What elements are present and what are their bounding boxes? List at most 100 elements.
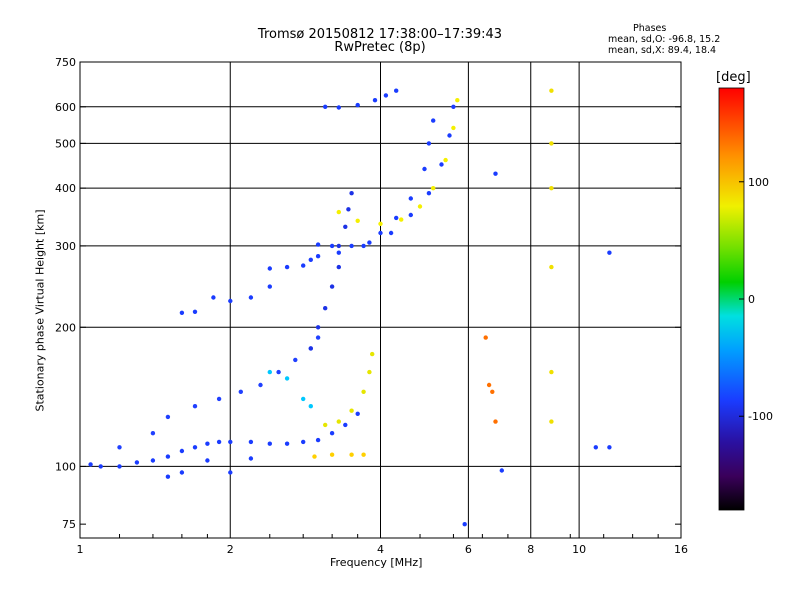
trace-point bbox=[394, 215, 399, 221]
trace-point bbox=[426, 191, 432, 196]
trace-point bbox=[267, 369, 272, 375]
y-tick-label: 75 bbox=[62, 518, 76, 531]
trace-point bbox=[349, 408, 354, 413]
trace-point bbox=[549, 186, 554, 191]
trace-point bbox=[323, 104, 328, 110]
trace-point bbox=[451, 104, 456, 110]
trace-point bbox=[355, 218, 360, 223]
trace-point bbox=[361, 389, 366, 394]
trace-point bbox=[486, 382, 492, 388]
trace-point bbox=[216, 396, 222, 402]
x-axis-label: Frequency [MHz] bbox=[330, 556, 423, 569]
trace-point bbox=[216, 439, 222, 445]
y-tick-label: 750 bbox=[55, 56, 76, 69]
trace-point bbox=[323, 306, 328, 311]
trace-point bbox=[349, 191, 354, 196]
trace-point bbox=[361, 452, 366, 457]
y-tick-label: 400 bbox=[55, 182, 76, 195]
trace-point bbox=[499, 468, 504, 473]
x-tick-label: 10 bbox=[572, 543, 586, 556]
trace-point bbox=[439, 162, 444, 167]
trace-point bbox=[165, 414, 171, 420]
trace-point bbox=[329, 284, 335, 289]
trace-point bbox=[248, 295, 254, 300]
trace-point bbox=[355, 411, 360, 416]
trace-point bbox=[205, 458, 210, 463]
trace-point bbox=[607, 445, 612, 450]
trace-point bbox=[301, 396, 306, 402]
trace-point bbox=[258, 382, 263, 388]
x-tick-label: 2 bbox=[227, 543, 234, 556]
trace-point bbox=[192, 445, 198, 450]
trace-point bbox=[417, 204, 423, 209]
trace-point bbox=[388, 230, 394, 236]
trace-point bbox=[165, 474, 171, 479]
trace-point bbox=[408, 212, 413, 218]
trace-point bbox=[267, 266, 272, 271]
trace-point bbox=[228, 439, 233, 445]
trace-point bbox=[426, 141, 432, 146]
y-tick-label: 200 bbox=[55, 321, 76, 334]
trace-point bbox=[308, 404, 313, 409]
trace-point bbox=[343, 224, 348, 229]
colorbar-tick-label: 100 bbox=[748, 176, 769, 189]
trace-point bbox=[284, 264, 290, 270]
stats-heading: Phases bbox=[633, 23, 667, 34]
trace-point bbox=[117, 464, 122, 469]
trace-point bbox=[308, 257, 313, 262]
trace-point bbox=[349, 452, 354, 457]
trace-point bbox=[329, 452, 335, 457]
trace-point bbox=[355, 102, 360, 108]
trace-point bbox=[447, 133, 452, 138]
trace-point bbox=[422, 166, 427, 172]
trace-point bbox=[150, 431, 156, 436]
colorbar-ticks: 100 0 -100 bbox=[739, 176, 773, 423]
trace-point bbox=[549, 88, 554, 93]
x-tick-label: 1 bbox=[77, 543, 84, 556]
trace-point bbox=[399, 217, 404, 222]
trace-point bbox=[336, 105, 341, 110]
trace-point bbox=[301, 439, 306, 445]
trace-point bbox=[549, 141, 554, 146]
y-axis-label: Stationary phase Virtual Height [km] bbox=[33, 209, 47, 412]
plot-frame bbox=[79, 61, 682, 539]
trace-point bbox=[336, 264, 341, 270]
trace-point bbox=[431, 186, 436, 191]
y-gridlines bbox=[80, 106, 681, 467]
trace-point bbox=[323, 422, 328, 428]
trace-point bbox=[315, 325, 321, 330]
y-tick-label: 600 bbox=[55, 101, 76, 114]
trace-point bbox=[267, 284, 272, 289]
trace-point bbox=[349, 243, 354, 249]
trace-point bbox=[284, 376, 290, 381]
trace-point bbox=[336, 209, 341, 215]
trace-point bbox=[98, 464, 103, 469]
trace-point bbox=[394, 88, 399, 93]
trace-point bbox=[315, 242, 321, 247]
trace-point bbox=[276, 369, 281, 375]
trace-point bbox=[336, 419, 341, 424]
trace-point bbox=[336, 250, 341, 255]
trace-point bbox=[267, 441, 272, 446]
trace-point bbox=[549, 419, 554, 424]
trace-point bbox=[329, 243, 335, 249]
trace-point bbox=[408, 196, 413, 201]
trace-point bbox=[179, 448, 185, 454]
trace-point bbox=[134, 460, 140, 465]
trace-point bbox=[248, 439, 254, 445]
trace-point bbox=[383, 93, 389, 98]
trace-point bbox=[493, 419, 498, 424]
y-tick-label: 100 bbox=[55, 460, 76, 473]
trace-point bbox=[370, 351, 375, 357]
trace-point bbox=[329, 431, 335, 436]
trace-point bbox=[88, 462, 93, 467]
tick-labels: 1 2 4 6 8 10 16 75 100 200 300 400 500 600 750 bbox=[55, 56, 688, 556]
trace-point bbox=[211, 295, 216, 300]
trace-point bbox=[308, 346, 313, 351]
chart-title: Tromsø 20150812 17:38:00–17:39:43 bbox=[257, 27, 503, 42]
trace-point bbox=[336, 243, 341, 249]
trace-point bbox=[443, 157, 448, 163]
trace-point bbox=[315, 437, 321, 443]
trace-point bbox=[378, 221, 383, 226]
trace-point bbox=[238, 389, 243, 394]
